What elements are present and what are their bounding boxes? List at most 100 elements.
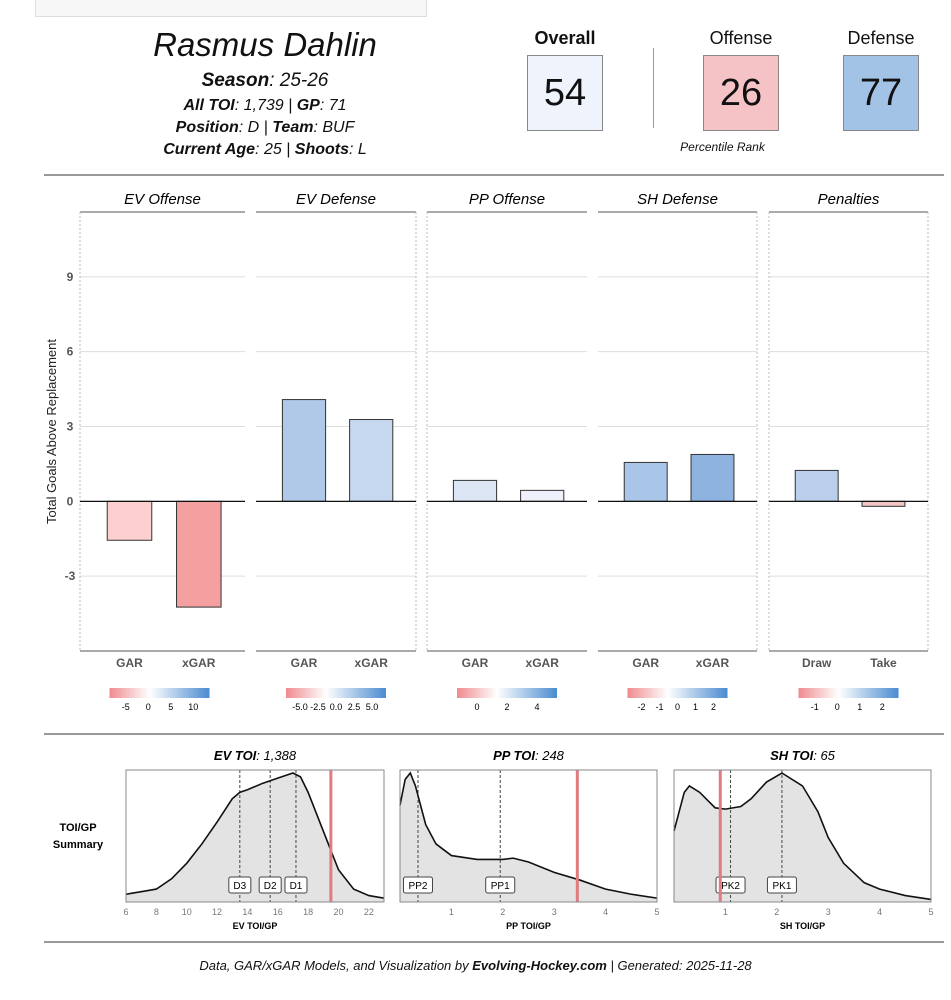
bar-gar xyxy=(281,399,327,502)
tier-label: PK1 xyxy=(772,881,791,892)
density-curve xyxy=(399,771,658,899)
title-bold: SH TOI xyxy=(770,748,813,763)
panel-ev-defense: EV Defense GAR xGAR -5.0 -2.5 0.0 2.5 5.0 xyxy=(256,191,417,712)
scale-tick-label: 2 xyxy=(711,702,716,712)
title-sep: : xyxy=(535,748,542,763)
row-label: Summary xyxy=(53,839,104,851)
x-tick-label: GAR xyxy=(116,656,143,670)
bar-xgar xyxy=(520,489,565,502)
season-label: Season xyxy=(201,70,270,91)
scale-tick-label: 2 xyxy=(880,702,885,712)
footer: Data, GAR/xGAR Models, and Visualization… xyxy=(0,958,951,973)
tier-label-box xyxy=(284,876,308,894)
density-title: PP TOI: 248 xyxy=(493,748,565,763)
title-sep: : xyxy=(813,748,820,763)
panel-title: Penalties xyxy=(818,191,880,208)
panel-title: PP Offense xyxy=(469,191,545,208)
x-tick-label: Take xyxy=(870,656,897,670)
team-value: BUF xyxy=(322,119,355,136)
title-bold: PP TOI xyxy=(493,748,535,763)
bar-draw xyxy=(794,469,839,502)
x-tick-label: 22 xyxy=(364,907,374,917)
x-tick-label: 10 xyxy=(182,907,192,917)
title-bold: EV TOI xyxy=(214,748,257,763)
panel-frame xyxy=(399,769,658,903)
x-tick-label: 4 xyxy=(603,907,608,917)
scale-tick-label: 5.0 xyxy=(366,702,379,712)
x-tick-label: 8 xyxy=(154,907,159,917)
row-label: TOI/GP xyxy=(59,822,96,834)
top-input-box[interactable] xyxy=(35,0,427,17)
bar-gar xyxy=(623,461,668,502)
tier-label: D1 xyxy=(290,881,303,892)
bar-xgar xyxy=(690,453,735,502)
player-name: Rasmus Dahlin xyxy=(153,26,377,63)
scale-tick-label: -5 xyxy=(122,702,130,712)
x-tick-label: 2 xyxy=(774,907,779,917)
density-panel-pp: PP TOI: 248 PP2 PP1 1 2 3 4 5 PP TOI/GP xyxy=(399,748,660,931)
x-tick-label: 5 xyxy=(928,907,933,917)
gp-label: GP xyxy=(296,97,320,114)
rank-divider xyxy=(653,48,654,128)
x-tick-label: GAR xyxy=(632,656,659,670)
x-tick-label: 2 xyxy=(500,907,505,917)
offense-rank: 26 xyxy=(703,55,779,131)
x-tick-label: 3 xyxy=(826,907,831,917)
x-tick-label: 18 xyxy=(303,907,313,917)
density-title: SH TOI: 65 xyxy=(770,748,836,763)
y-axis-title: Total Goals Above Replacement xyxy=(44,339,59,524)
divider xyxy=(44,174,944,176)
scale-tick-label: 0 xyxy=(146,702,151,712)
scale-tick-label: 0 xyxy=(474,702,479,712)
tier-label-box xyxy=(402,876,433,894)
x-axis-title: PP TOI/GP xyxy=(506,921,551,931)
defense-label: Defense xyxy=(847,28,915,48)
color-scale-bar xyxy=(457,688,557,698)
age-value: 25 xyxy=(263,141,282,158)
x-tick-label: 1 xyxy=(723,907,728,917)
footer-suffix: | Generated: 2025-11-28 xyxy=(606,958,752,973)
scale-tick-label: 1 xyxy=(857,702,862,712)
x-axis-title: SH TOI/GP xyxy=(780,921,825,931)
scale-tick-label: -5.0 xyxy=(292,702,308,712)
position-value: D xyxy=(247,119,260,136)
title-value: 248 xyxy=(541,748,564,763)
tier-label-box xyxy=(485,876,516,894)
x-tick-label: 3 xyxy=(552,907,557,917)
scale-tick-label: 2 xyxy=(504,702,509,712)
position-label: Position xyxy=(175,119,239,136)
y-tick-label: 9 xyxy=(67,270,74,284)
x-tick-label: xGAR xyxy=(696,656,730,670)
title-sep: : xyxy=(256,748,263,763)
team-label: Team xyxy=(272,119,314,136)
brand-link[interactable]: Evolving-Hockey.com xyxy=(472,958,607,973)
density-curve xyxy=(673,772,932,901)
x-tick-label: 6 xyxy=(123,907,128,917)
scale-tick-label: 5 xyxy=(168,702,173,712)
scale-tick-label: -2 xyxy=(637,702,645,712)
x-tick-label: 20 xyxy=(333,907,343,917)
x-tick-label: 1 xyxy=(449,907,454,917)
shoots-label: Shoots xyxy=(294,141,349,158)
panel-sh-defense: SH Defense GAR xGAR -2 -1 0 1 2 xyxy=(598,191,758,712)
scale-tick-label: 4 xyxy=(534,702,539,712)
scale-tick-label: 0 xyxy=(675,702,680,712)
bar-take xyxy=(861,500,906,507)
x-tick-label: Draw xyxy=(802,656,832,670)
tier-label-box xyxy=(715,876,746,894)
overall-rank: 54 xyxy=(527,55,603,131)
density-area xyxy=(400,773,657,902)
panel-penalties: Penalties Draw Take -1 0 1 2 xyxy=(768,191,929,712)
panel-title: SH Defense xyxy=(637,191,718,208)
scale-tick-label: 1 xyxy=(693,702,698,712)
density-panel-sh: SH TOI: 65 PK2 PK1 1 2 3 4 5 SH TOI/GP xyxy=(673,748,934,931)
x-tick-label: 16 xyxy=(273,907,283,917)
tier-label-box xyxy=(766,876,797,894)
x-tick-label: 4 xyxy=(877,907,882,917)
toi-line: All TOI: 1,739 | GP: 71 xyxy=(183,97,347,114)
tier-label: D3 xyxy=(233,881,246,892)
defense-rank: 77 xyxy=(843,55,919,131)
overall-label: Overall xyxy=(534,28,596,48)
x-tick-label: 14 xyxy=(242,907,252,917)
